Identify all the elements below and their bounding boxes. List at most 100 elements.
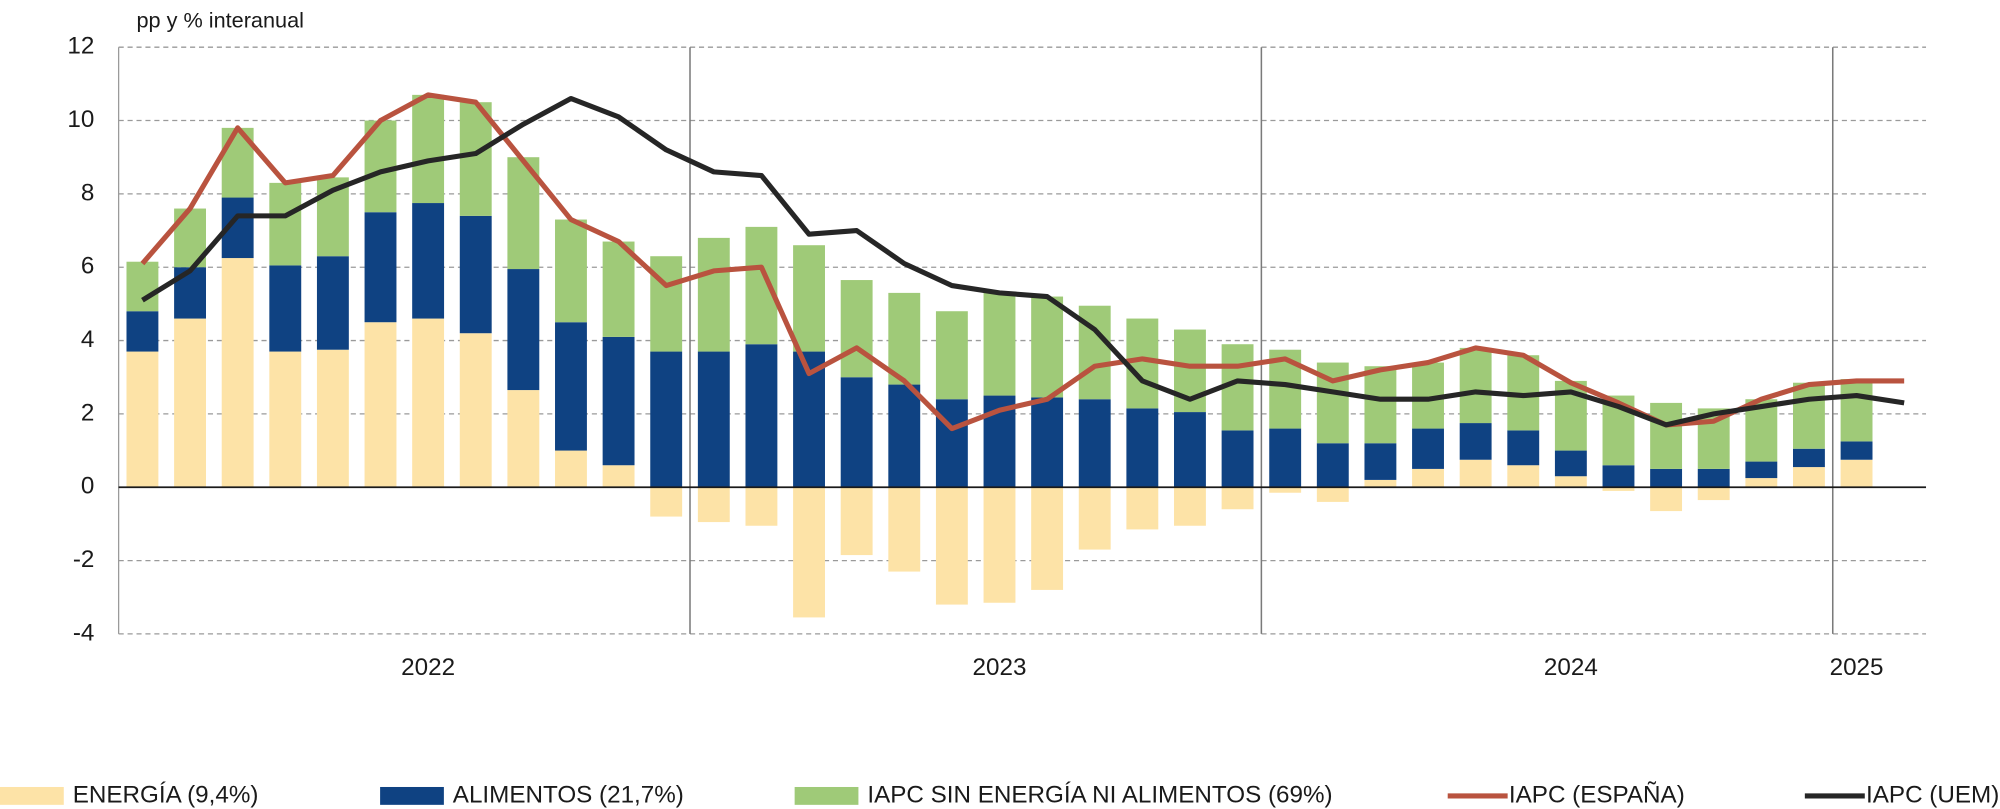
bar-segment: [983, 487, 1016, 603]
bar-segment: [1792, 448, 1825, 468]
line-series: [140, 92, 1905, 432]
y-tick-label: 8: [81, 179, 94, 206]
bar-segment: [174, 318, 206, 488]
y-tick-label: 12: [67, 33, 94, 60]
bar-segment: [602, 336, 635, 466]
bar-segment: [507, 390, 540, 488]
legend-label: IAPC (ESPAÑA): [1509, 781, 1685, 808]
bar-segment: [1031, 296, 1064, 398]
bar-segment: [1554, 450, 1587, 477]
y-axis-label: pp y % interanual: [136, 7, 303, 32]
legend-label: IAPC SIN ENERGÍA NI ALIMENTOS (69%): [867, 781, 1332, 808]
bar-segment: [935, 399, 968, 488]
bar-segment: [935, 311, 968, 400]
bar-segment: [1602, 465, 1635, 488]
y-tick-label: 2: [81, 399, 94, 426]
bar-segment: [745, 226, 778, 345]
y-tick-label: 10: [67, 106, 94, 133]
bar-segment: [650, 351, 683, 488]
bar-segment: [1364, 443, 1397, 480]
bar-segment: [650, 487, 683, 517]
bar-segment: [1745, 478, 1778, 488]
bar-segment: [1078, 487, 1111, 550]
bar-segment: [1459, 459, 1492, 488]
bar-segment: [1412, 468, 1444, 488]
bar-segment: [745, 344, 778, 488]
bar-segment: [126, 351, 159, 488]
bar-segment: [412, 203, 445, 319]
bar-segment: [1650, 402, 1683, 469]
line-series: [141, 95, 1905, 428]
bar-segment: [507, 269, 540, 391]
bar-segment: [1078, 399, 1111, 488]
bar-segment: [1031, 487, 1064, 590]
bar-segment: [555, 219, 587, 323]
bar-segment: [840, 487, 873, 556]
bar-segment: [364, 212, 397, 323]
bar-segment: [269, 351, 302, 488]
bar-segment: [1840, 459, 1873, 488]
bar-segment: [1459, 347, 1492, 424]
bar-segment: [697, 237, 730, 352]
x-tick-label: 2022: [401, 654, 455, 681]
bar-segment: [126, 261, 159, 312]
legend-label: ENERGÍA (9,4%): [73, 781, 259, 808]
bar-segment: [1316, 487, 1349, 502]
bar-segment: [459, 215, 492, 334]
bar-segment: [1412, 428, 1444, 469]
bar-segment: [1031, 397, 1064, 488]
bar-segment: [697, 487, 730, 523]
bar-segment: [888, 292, 921, 385]
y-tick-label: 6: [81, 253, 94, 280]
bar-segment: [1697, 487, 1730, 501]
bar-segment: [745, 487, 778, 526]
bar-segment: [316, 349, 349, 488]
bar-segment: [1126, 318, 1159, 409]
bar-segment: [602, 241, 635, 337]
bar-segment: [1840, 379, 1873, 442]
bar-segment: [1650, 487, 1683, 512]
bar-segment: [1174, 412, 1206, 488]
x-tick-label: 2023: [973, 654, 1027, 681]
bar-segment: [1507, 465, 1540, 488]
bar-segment: [1554, 476, 1587, 488]
bar-segment: [1269, 428, 1302, 488]
bar-segment: [1459, 423, 1492, 460]
bar-segment: [650, 256, 683, 352]
bar-segment: [888, 487, 921, 572]
bar-segment: [983, 292, 1016, 396]
bar-segment: [602, 465, 635, 488]
legend-swatch: [0, 786, 64, 805]
bar-segment: [793, 487, 825, 618]
bar-segment: [1364, 366, 1397, 444]
bar-segment: [1792, 382, 1825, 449]
bar-segment: [1221, 487, 1254, 510]
bar-segment: [1697, 468, 1730, 488]
bar-segment: [1221, 430, 1254, 488]
y-tick-label: 4: [81, 326, 94, 353]
bar-segment: [412, 94, 445, 204]
bar-segment: [269, 265, 302, 352]
bar-segment: [1650, 468, 1683, 488]
bar-segment: [697, 351, 730, 488]
y-tick-label: 0: [81, 473, 94, 500]
bar-segment: [364, 322, 397, 488]
y-tick-label: -2: [73, 546, 95, 573]
x-tick-label: 2024: [1544, 654, 1598, 681]
legend-swatch: [794, 786, 859, 805]
bar-segment: [555, 322, 587, 451]
bar-segment: [459, 102, 492, 216]
bar-segment: [1364, 479, 1397, 488]
bar-segment: [316, 256, 349, 350]
bar-segment: [1316, 443, 1349, 488]
legend-label: ALIMENTOS (21,7%): [453, 781, 684, 808]
bar-segment: [126, 311, 159, 352]
bar-segment: [840, 280, 873, 378]
bar-segment: [1174, 487, 1206, 526]
legend-label: IAPC (UEM): [1866, 781, 1999, 808]
bar-segment: [555, 450, 587, 488]
bar-segment: [1507, 430, 1540, 466]
bar-segment: [412, 318, 445, 488]
bar-segment: [459, 333, 492, 488]
bar-segment: [1840, 441, 1873, 460]
